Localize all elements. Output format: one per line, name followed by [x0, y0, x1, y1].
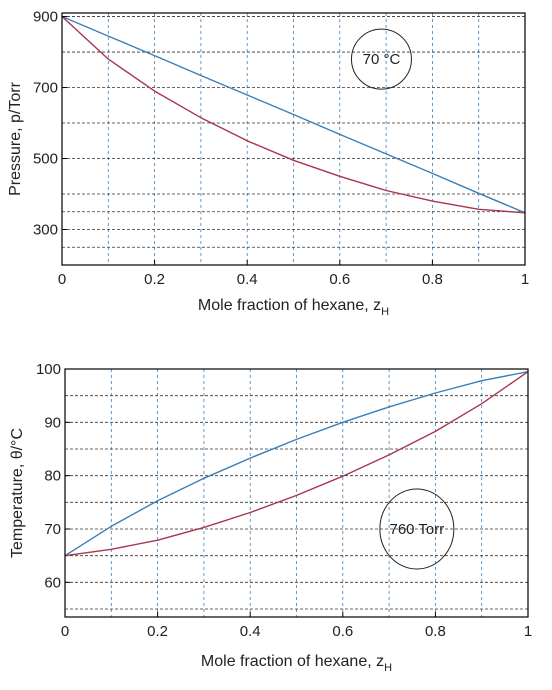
y-tick-label-3: 90	[44, 414, 61, 431]
x-tick-labels: 0 0.2 0.4 0.6 0.8 1	[61, 612, 532, 640]
grid	[65, 368, 528, 617]
annotation: 70 °C	[350, 28, 412, 90]
series-lines	[61, 15, 526, 214]
y-tick-label-0: 60	[44, 574, 61, 591]
series-lower-line	[64, 371, 529, 557]
x-axis-label-main: Mole fraction of hexane, z	[198, 297, 381, 314]
annotation-circle	[350, 28, 412, 90]
x-axis-label-sub: H	[384, 662, 392, 674]
x-tick-label-0: 0	[61, 623, 69, 640]
x-tick-label-2: 0.4	[237, 271, 258, 288]
pressure-composition-chart: 70 °C 0 0.2 0.4 0.6 0.8 1 300 500 700 900 Mole f…	[7, 9, 529, 318]
y-axis-label: Pressure, p/Torr	[7, 81, 24, 195]
y-tick-label-1: 70	[44, 521, 61, 538]
y-tick-label-4: 100	[36, 361, 61, 378]
annotation-label: 760 Torr	[389, 521, 444, 538]
x-axis-label: Mole fraction of hexane, zH	[201, 653, 392, 674]
grid	[62, 13, 525, 265]
x-axis-label-main: Mole fraction of hexane, z	[201, 653, 384, 670]
annotation-circle	[379, 488, 455, 570]
x-axis-label: Mole fraction of hexane, zH	[198, 297, 389, 318]
x-tick-label-5: 1	[521, 271, 529, 288]
plot-frame	[64, 368, 529, 618]
y-tick-label-2: 700	[33, 80, 58, 97]
y-tick-label-3: 900	[33, 9, 58, 26]
x-tick-label-1: 0.2	[144, 271, 165, 288]
plot-frame	[61, 12, 526, 266]
x-tick-label-1: 0.2	[147, 623, 168, 640]
series-lines	[64, 371, 529, 557]
x-tick-labels: 0 0.2 0.4 0.6 0.8 1	[58, 260, 529, 288]
series-upper-line	[61, 15, 526, 214]
series-lower-line	[61, 15, 526, 214]
x-tick-label-2: 0.4	[240, 623, 261, 640]
x-axis-label-sub: H	[381, 306, 389, 318]
annotation: 760 Torr	[379, 488, 455, 570]
x-tick-label-5: 1	[524, 623, 532, 640]
y-tick-label-1: 500	[33, 151, 58, 168]
x-tick-label-0: 0	[58, 271, 66, 288]
y-tick-label-2: 80	[44, 468, 61, 485]
y-tick-labels: 300 500 700 900	[33, 9, 67, 239]
annotation-label: 70 °C	[363, 51, 401, 68]
x-tick-label-4: 0.8	[422, 271, 443, 288]
x-tick-label-3: 0.6	[329, 271, 350, 288]
temperature-composition-chart: 760 Torr 0 0.2 0.4 0.6 0.8 1 60 70 80 90 100 Mole…	[9, 361, 532, 674]
series-upper-line	[64, 371, 529, 557]
x-tick-label-3: 0.6	[332, 623, 353, 640]
y-axis-label: Temperature, θ/°C	[9, 428, 26, 558]
y-tick-labels: 60 70 80 90 100	[36, 361, 70, 591]
y-tick-label-0: 300	[33, 222, 58, 239]
x-tick-label-4: 0.8	[425, 623, 446, 640]
